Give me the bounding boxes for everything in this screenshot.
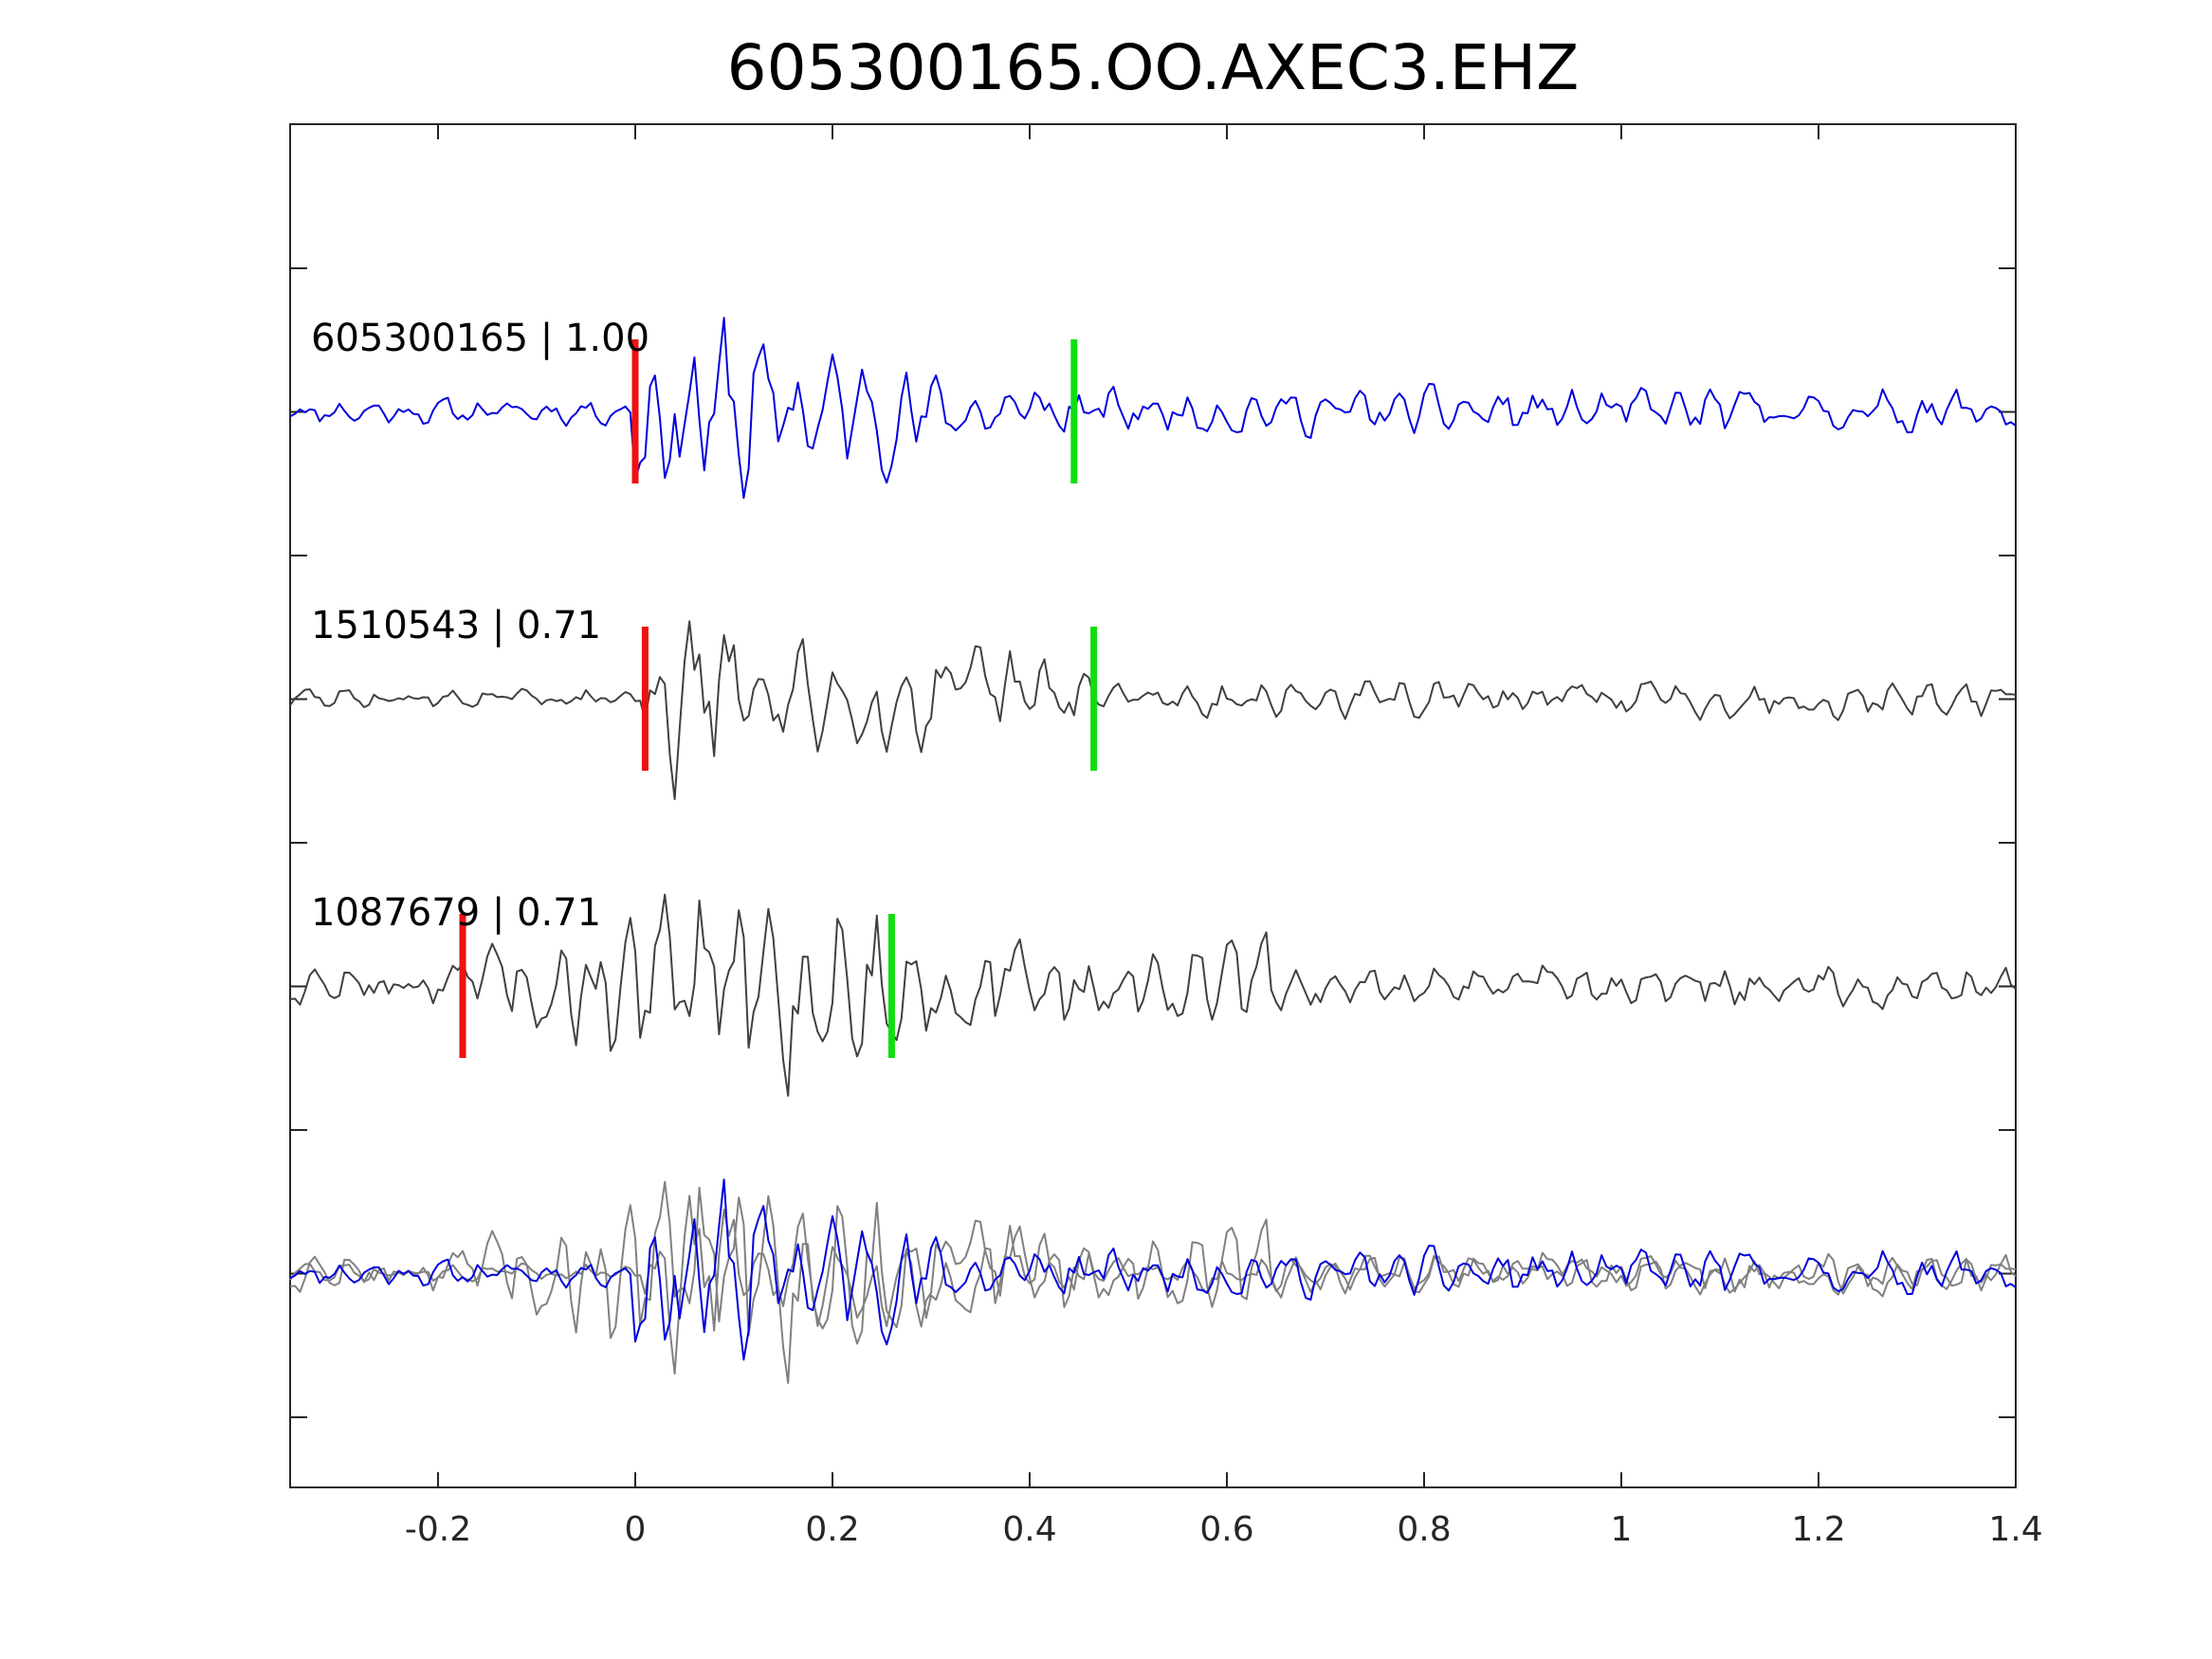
x-tick-label: 1.2: [1791, 1510, 1845, 1549]
trace-label-2: 1510543 | 0.71: [311, 604, 601, 647]
x-tick-label: 1.4: [1988, 1510, 2042, 1549]
trace-label-3: 1087679 | 0.71: [311, 891, 601, 935]
trace-labels: 605300165 | 1.00 1510543 | 0.71 1087679 …: [311, 317, 649, 935]
trace-2: [289, 620, 2017, 800]
x-tick-label: -0.2: [405, 1510, 471, 1549]
x-tick-label: 0: [625, 1510, 647, 1549]
overlay-trace-1: [289, 1178, 2017, 1361]
x-tick-label: 0.8: [1397, 1510, 1451, 1549]
phase-picks: [459, 339, 1098, 1058]
x-tick-label: 1: [1611, 1510, 1633, 1549]
trace-label-1: 605300165 | 1.00: [311, 317, 649, 360]
x-tick-label: 0.6: [1199, 1510, 1253, 1549]
trace-3: [289, 893, 2017, 1097]
overlay-trace-2: [289, 1194, 2017, 1375]
x-tick-label: 0.4: [1002, 1510, 1056, 1549]
plot-frame: [289, 123, 2017, 1488]
waveform-overlay: [289, 1178, 2017, 1384]
x-tick-label: 0.2: [805, 1510, 859, 1549]
chart-title: 605300165.OO.AXEC3.EHZ: [727, 31, 1580, 104]
x-axis-ticks: -0.2 0 0.2 0.4 0.6 0.8 1 1.2 1.4: [405, 124, 2043, 1549]
waveform-traces: [289, 317, 2017, 1097]
trace-1: [289, 317, 2017, 500]
overlay-trace-3: [289, 1180, 2017, 1384]
